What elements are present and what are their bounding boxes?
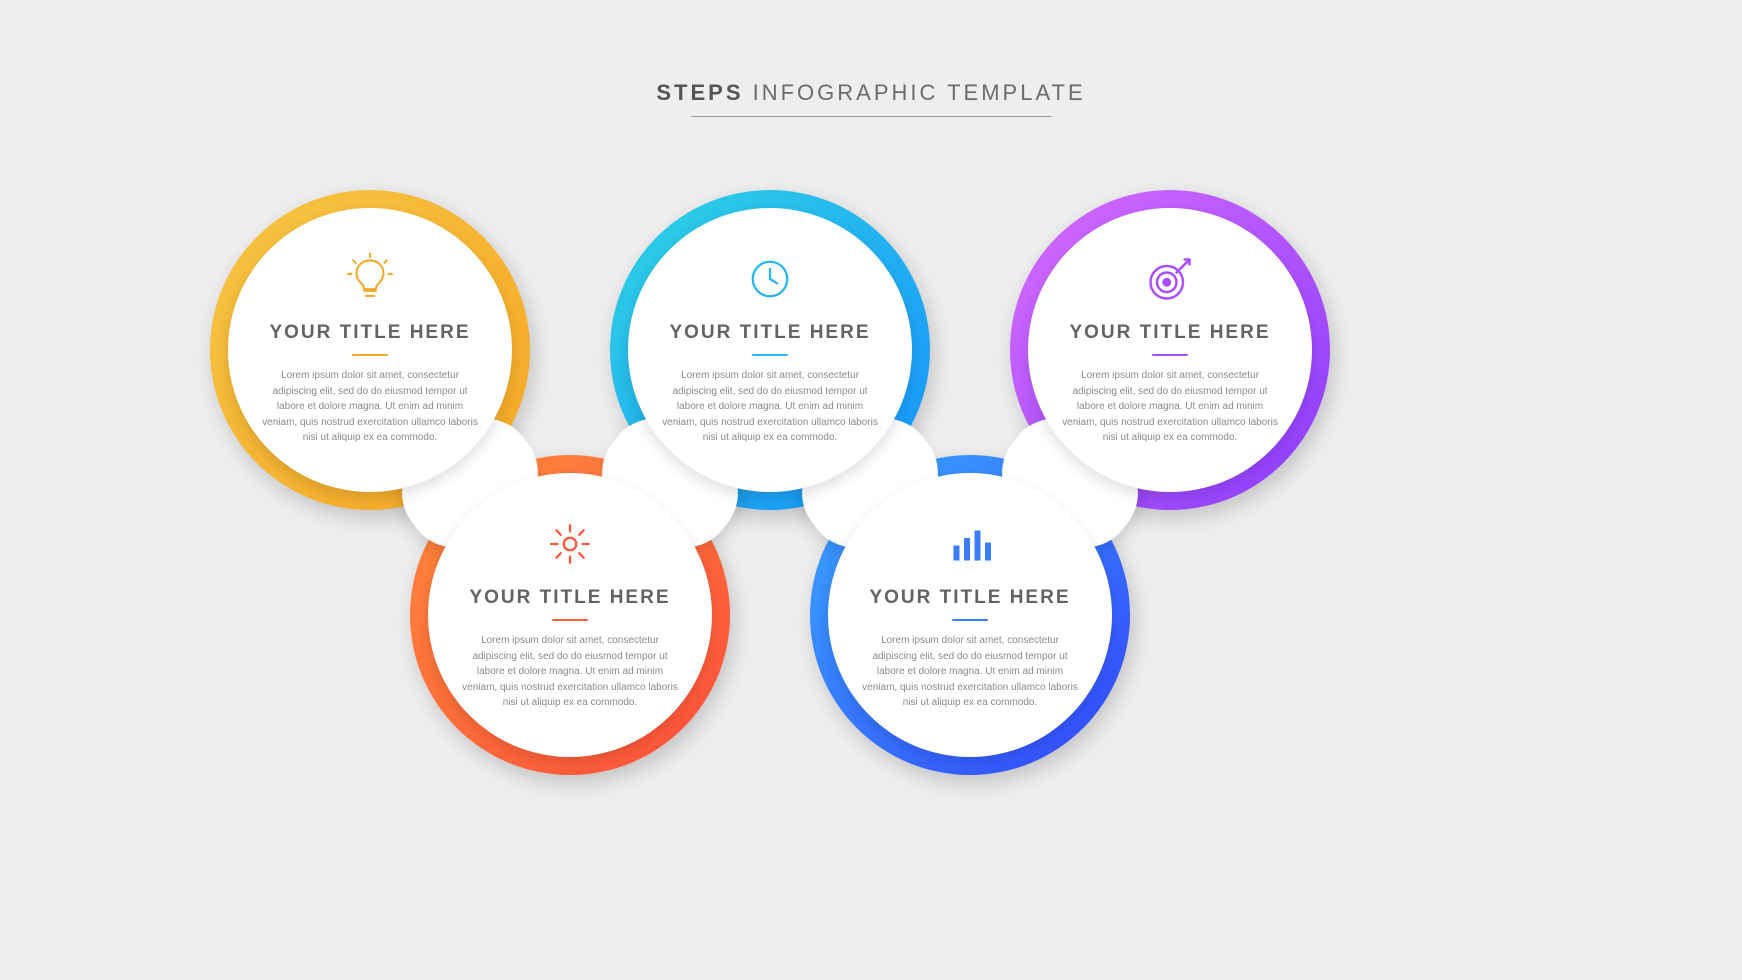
step-title: YOUR TITLE HERE [469,587,670,609]
step-circle: YOUR TITLE HERE Lorem ipsum dolor sit ame… [628,208,912,492]
step-body: Lorem ipsum dolor sit amet, consectetur … [262,368,478,446]
infographic-stage: YOUR TITLE HERE Lorem ipsum dolor sit ame… [0,0,1742,980]
accent-rule [952,619,988,621]
lightbulb-icon [343,250,397,308]
step-circle: YOUR TITLE HERE Lorem ipsum dolor sit ame… [1028,208,1312,492]
step-title: YOUR TITLE HERE [869,587,1070,609]
accent-rule [352,354,388,356]
step-circle: YOUR TITLE HERE Lorem ipsum dolor sit ame… [828,473,1112,757]
step-body: Lorem ipsum dolor sit amet, consectetur … [662,368,878,446]
step-circle: YOUR TITLE HERE Lorem ipsum dolor sit ame… [428,473,712,757]
step-body: Lorem ipsum dolor sit amet, consectetur … [862,633,1078,711]
step-body: Lorem ipsum dolor sit amet, consectetur … [1062,368,1278,446]
clock-icon [747,250,793,308]
accent-rule [552,619,588,621]
step-body: Lorem ipsum dolor sit amet, consectetur … [462,633,678,711]
step-circle: YOUR TITLE HERE Lorem ipsum dolor sit ame… [228,208,512,492]
step-title: YOUR TITLE HERE [269,322,470,344]
accent-rule [752,354,788,356]
gear-icon [545,515,595,573]
target-icon [1144,250,1196,308]
step-title: YOUR TITLE HERE [1069,322,1270,344]
barchart-icon [946,515,994,573]
step-title: YOUR TITLE HERE [669,322,870,344]
accent-rule [1152,354,1188,356]
